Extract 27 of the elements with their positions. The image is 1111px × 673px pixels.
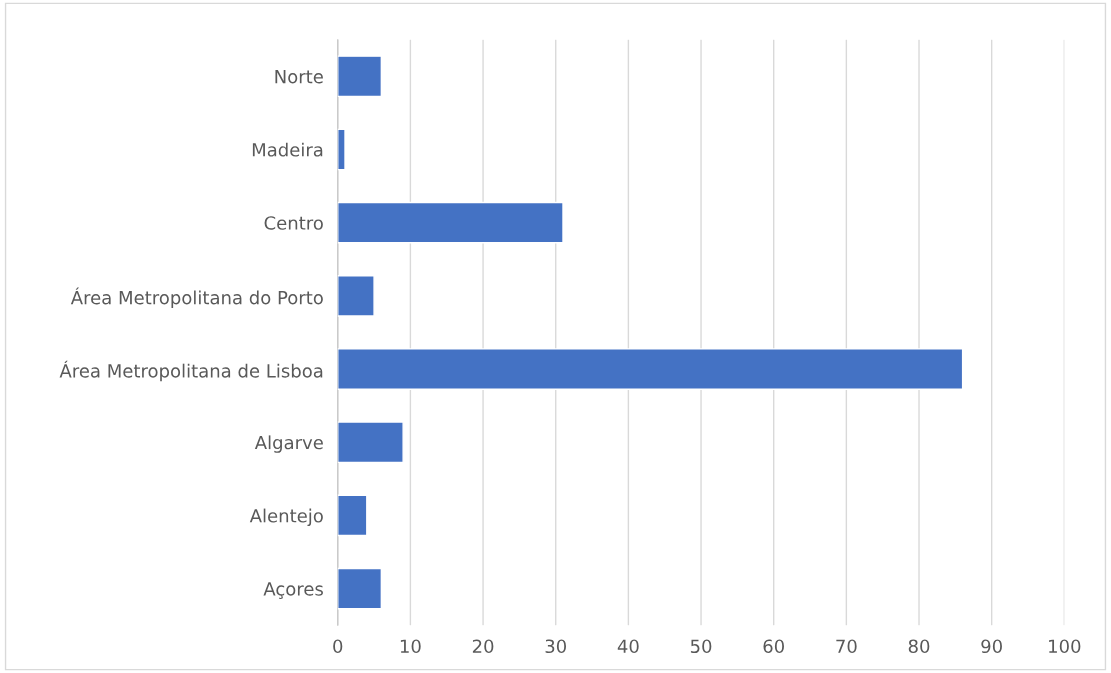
x-tick-label: 50	[690, 639, 712, 654]
y-tick-label: Alentejo	[249, 508, 323, 527]
bar	[337, 567, 383, 610]
y-tick-label: Centro	[264, 216, 323, 230]
x-tick-label: 40	[617, 639, 639, 654]
bar	[337, 128, 346, 171]
x-tick-label: 20	[472, 639, 494, 654]
y-tick-label: Algarve	[254, 435, 323, 453]
y-tick-label: Madeira	[252, 142, 323, 157]
y-tick-label: Área Metropolitana do Porto	[70, 287, 323, 308]
x-tick-label: 10	[400, 639, 421, 654]
bar	[337, 348, 964, 390]
x-tick-label: 70	[836, 639, 857, 654]
x-tick-label: 60	[763, 639, 784, 654]
bar	[337, 201, 564, 244]
x-tick-label: 30	[545, 639, 567, 654]
bar	[337, 494, 368, 537]
x-tick-label: 90	[981, 639, 1002, 654]
bar	[337, 55, 383, 98]
y-tick-label: Área Metropolitana de Lisboa	[59, 360, 323, 382]
y-tick-label: Norte	[275, 70, 323, 84]
x-tick-label: 0	[333, 639, 343, 654]
x-tick-label: 100	[1049, 639, 1081, 654]
bar	[337, 421, 404, 464]
bar	[337, 275, 375, 317]
y-tick-label: Açores	[263, 582, 323, 599]
x-tick-label: 80	[908, 639, 930, 654]
